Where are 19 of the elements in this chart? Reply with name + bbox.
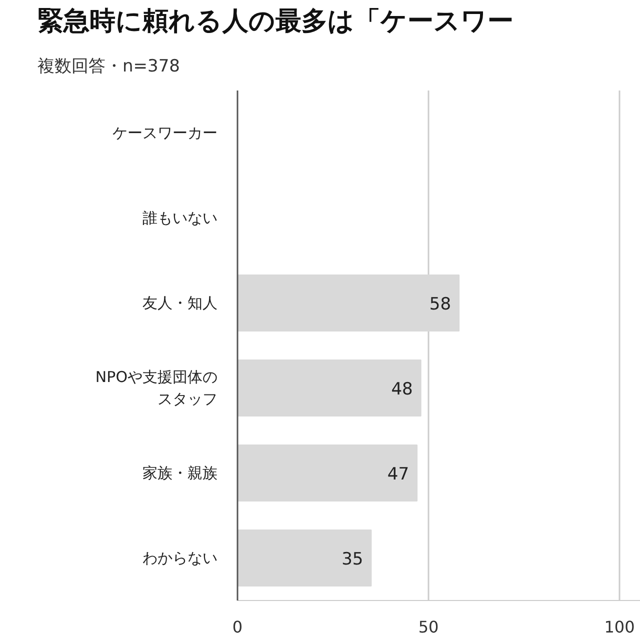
y-tick-label: 家族・親族 [142, 464, 218, 482]
x-tick-label: 100 [604, 618, 635, 636]
y-tick-label: わからない [142, 549, 218, 567]
y-tick-label: NPOや支援団体のスタッフ [95, 368, 218, 408]
data-label: 47 [387, 464, 410, 484]
chart-title: 緊急時に頼れる人の最多は「ケースワー [38, 6, 514, 36]
bar [238, 529, 372, 587]
bar [238, 359, 422, 417]
x-tick-label: 50 [418, 618, 439, 636]
chart-subtitle: 複数回答・n=378 [38, 56, 180, 76]
bar [238, 274, 460, 332]
y-tick-label: 誰もいない [142, 209, 218, 227]
x-tick-label: 0 [232, 618, 243, 636]
y-tick-label: 友人・知人 [142, 294, 218, 312]
y-tick-label: ケースワーカー [112, 124, 218, 142]
bar [238, 444, 418, 502]
data-label: 48 [391, 380, 413, 400]
data-label: 58 [429, 294, 452, 314]
data-label: 35 [342, 550, 364, 570]
